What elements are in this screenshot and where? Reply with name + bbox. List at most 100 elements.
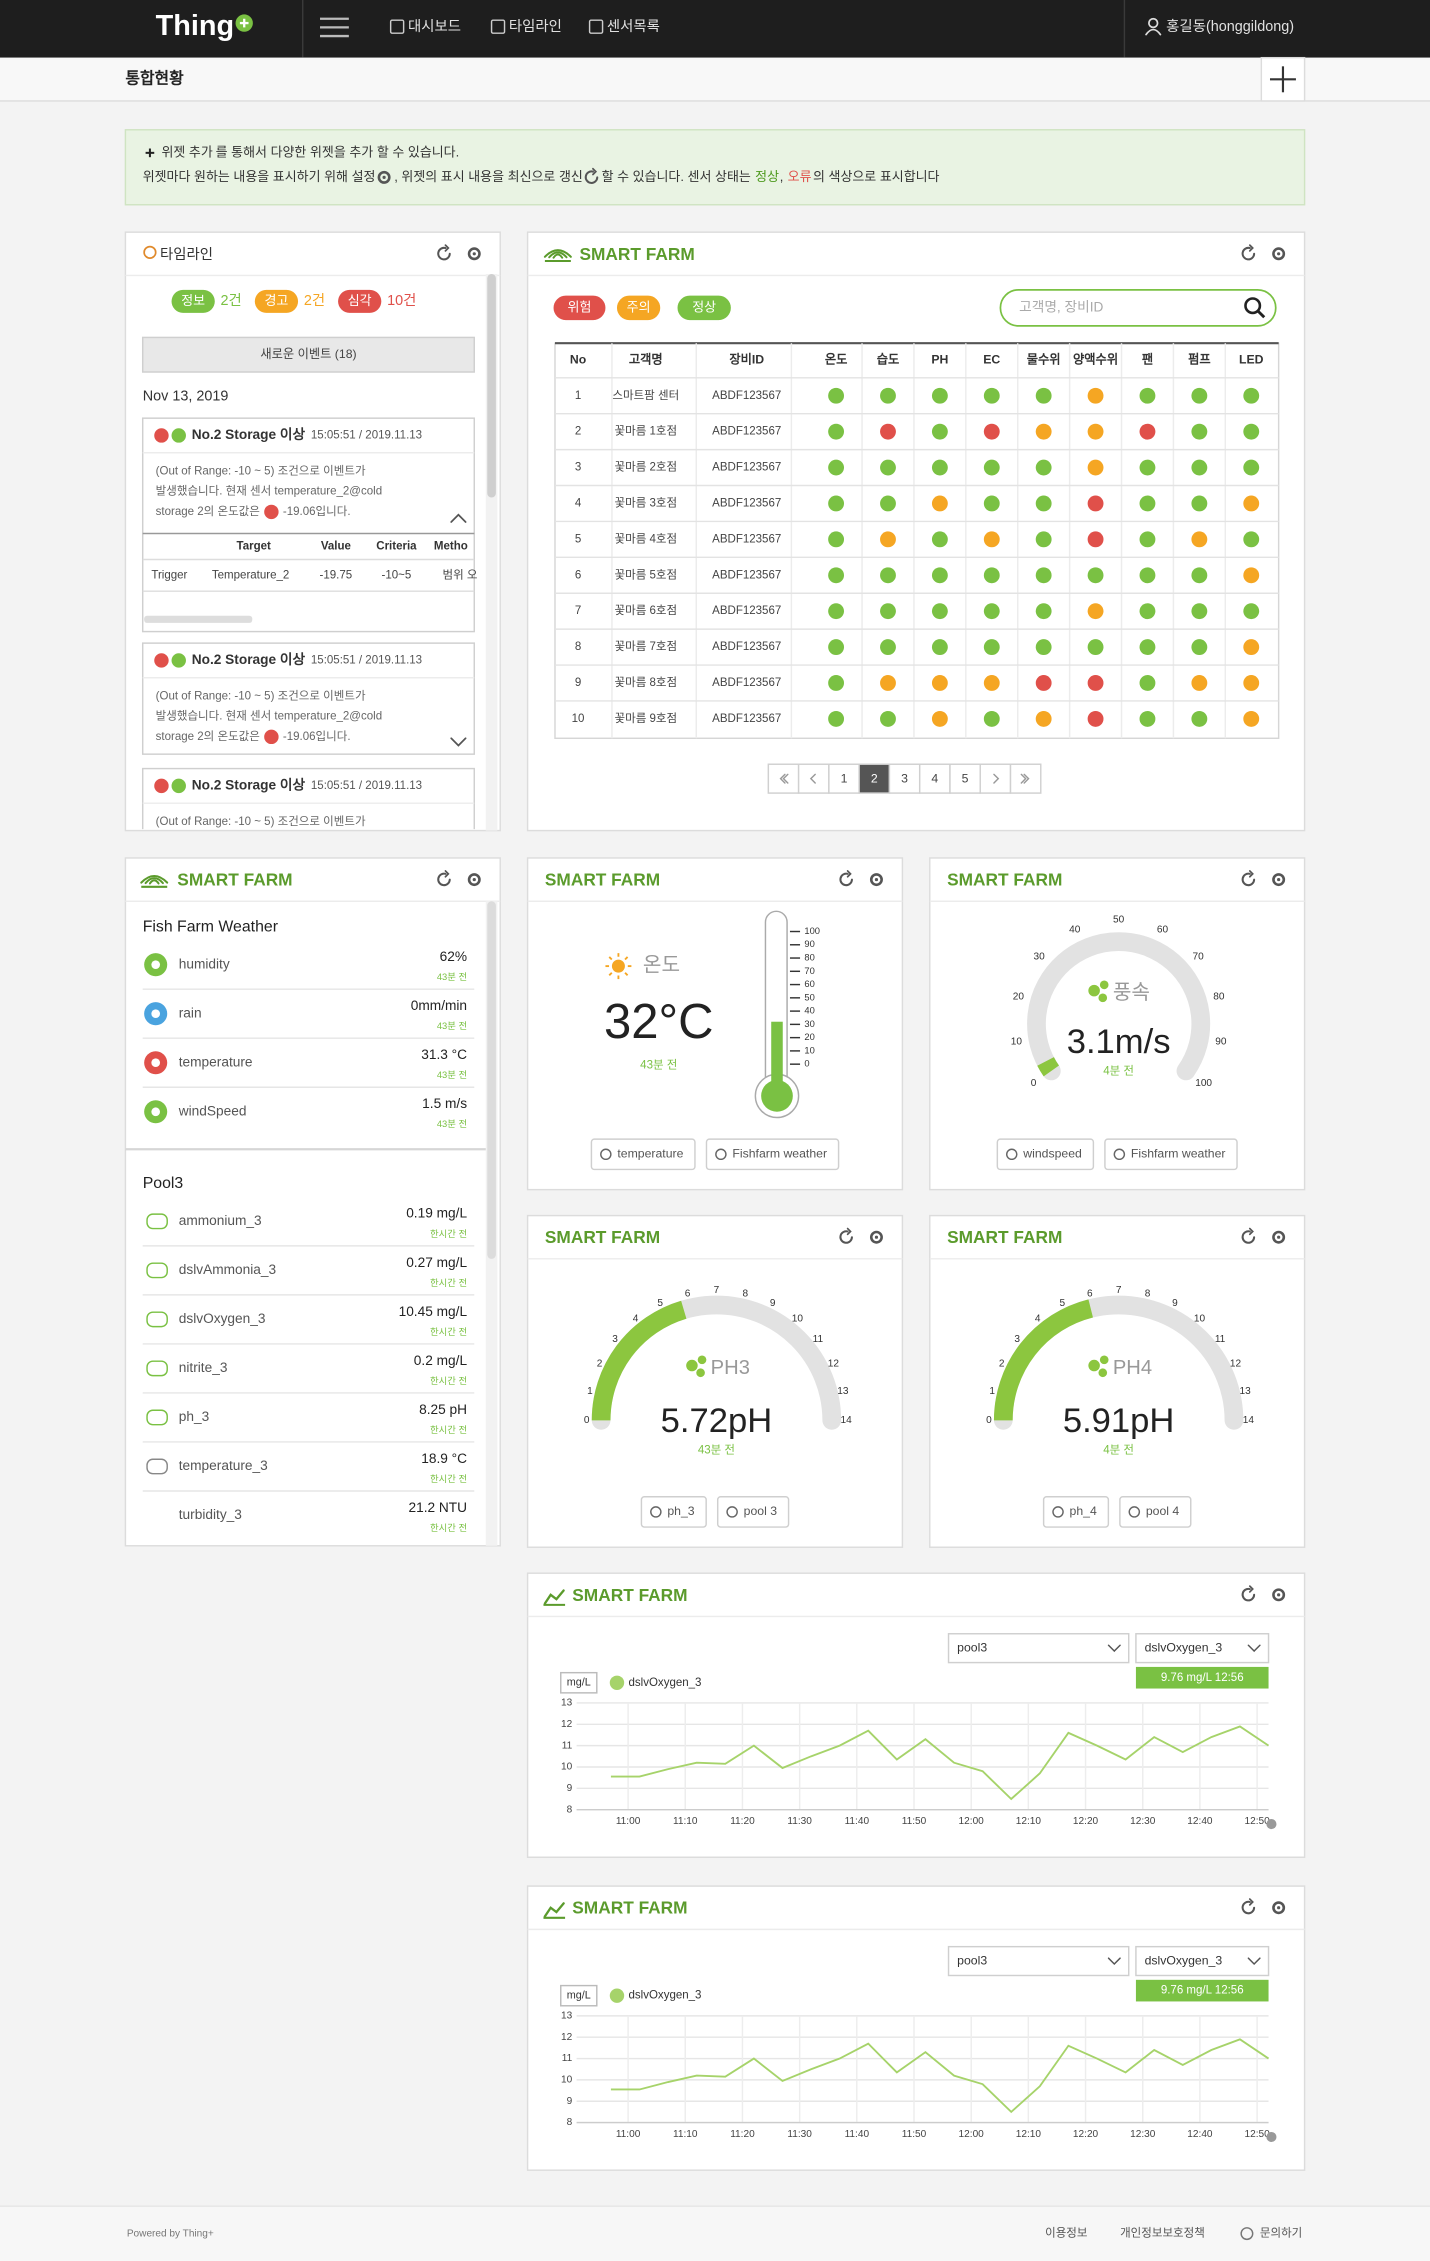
settings-button[interactable] bbox=[377, 170, 391, 184]
page-number[interactable]: 2 bbox=[871, 772, 878, 786]
refresh-button[interactable] bbox=[1241, 1898, 1256, 1915]
event-title: No.2 Storage 이상 bbox=[192, 776, 306, 792]
page-number[interactable]: 5 bbox=[962, 772, 969, 786]
refresh-button[interactable] bbox=[1241, 1585, 1256, 1602]
settings-button[interactable] bbox=[467, 873, 481, 887]
refresh-arrow bbox=[846, 1227, 852, 1236]
page-arrow bbox=[1020, 773, 1027, 784]
add-widget-button[interactable] bbox=[1260, 56, 1306, 102]
filter-chip[interactable] bbox=[616, 295, 661, 321]
cell: ABDF123567 bbox=[712, 641, 781, 653]
column-header: 물수위 bbox=[1027, 353, 1061, 367]
gear-ring bbox=[869, 1230, 883, 1244]
menu-button[interactable] bbox=[320, 17, 349, 38]
event-card bbox=[141, 642, 475, 755]
refresh-button[interactable] bbox=[1241, 244, 1256, 261]
clock-icon bbox=[143, 245, 157, 259]
page-button[interactable] bbox=[888, 763, 921, 794]
refresh-button[interactable] bbox=[839, 870, 853, 887]
x-tick-label: 11:00 bbox=[616, 2129, 641, 2140]
refresh-button[interactable] bbox=[437, 870, 451, 887]
settings-button[interactable] bbox=[1272, 247, 1286, 261]
user-name[interactable]: 홍길동(honggildong) bbox=[1166, 18, 1294, 35]
filter-chip[interactable] bbox=[553, 295, 606, 321]
gauge-label: 80 bbox=[1213, 992, 1225, 1003]
status-dot bbox=[880, 459, 896, 476]
tag[interactable]: Fishfarm weather bbox=[1104, 1138, 1238, 1171]
page-button[interactable] bbox=[949, 763, 981, 794]
refresh-button[interactable] bbox=[437, 244, 451, 261]
refresh-arc bbox=[1241, 1900, 1256, 1915]
settings-button[interactable] bbox=[1272, 1230, 1286, 1244]
refresh-arc bbox=[584, 170, 599, 184]
page-number[interactable]: 3 bbox=[901, 772, 908, 786]
settings-button[interactable] bbox=[1272, 1588, 1286, 1602]
logo: Thing bbox=[156, 10, 234, 42]
tag[interactable]: ph_3 bbox=[640, 1496, 707, 1528]
status-dot bbox=[1035, 495, 1052, 512]
page-button[interactable] bbox=[767, 763, 800, 794]
table-header: Criteria bbox=[376, 541, 417, 553]
tag-label: windspeed bbox=[1022, 1147, 1082, 1161]
select[interactable] bbox=[947, 1945, 1130, 1977]
x-tick-label: 11:20 bbox=[730, 1816, 755, 1827]
settings-button[interactable] bbox=[869, 873, 883, 887]
settings-button[interactable] bbox=[1272, 873, 1286, 887]
tag[interactable]: Fishfarm weather bbox=[705, 1138, 840, 1171]
page-button[interactable] bbox=[979, 763, 1012, 794]
status-dot bbox=[1035, 639, 1052, 656]
select[interactable] bbox=[947, 1633, 1130, 1664]
widget-title: 타임라인 bbox=[160, 246, 213, 263]
status-dot bbox=[931, 710, 948, 727]
refresh-button[interactable] bbox=[584, 167, 599, 184]
tag[interactable]: windspeed bbox=[996, 1138, 1095, 1171]
settings-button[interactable] bbox=[467, 247, 481, 261]
tag[interactable]: ph_4 bbox=[1042, 1496, 1110, 1528]
status-dot bbox=[1191, 639, 1208, 656]
tag[interactable]: temperature bbox=[590, 1138, 696, 1171]
page-number[interactable]: 1 bbox=[841, 772, 848, 786]
select[interactable] bbox=[1135, 1633, 1270, 1664]
nav-item[interactable]: 타임라인 bbox=[509, 18, 562, 35]
refresh-button[interactable] bbox=[839, 1227, 853, 1244]
select-value[interactable]: dslvOxygen_3 bbox=[1145, 1953, 1223, 1967]
gauge-track bbox=[1027, 932, 1211, 1081]
gauge-fill bbox=[993, 1299, 1094, 1421]
select-value[interactable]: pool3 bbox=[957, 1953, 987, 1967]
settings-button[interactable] bbox=[1272, 1901, 1286, 1915]
value-unit: °C bbox=[659, 995, 714, 1049]
sensor-name: nitrite_3 bbox=[179, 1360, 228, 1375]
gear-ring bbox=[467, 873, 481, 887]
page-button[interactable] bbox=[828, 763, 860, 794]
refresh-arc bbox=[1241, 246, 1256, 261]
cell: ABDF123567 bbox=[712, 426, 781, 438]
badge-label: 심각 bbox=[348, 293, 372, 308]
new-events-button[interactable] bbox=[141, 336, 475, 373]
page-button[interactable] bbox=[797, 763, 830, 794]
select-value[interactable]: pool3 bbox=[957, 1640, 987, 1654]
tag[interactable]: pool 3 bbox=[716, 1496, 790, 1528]
page-button[interactable] bbox=[918, 763, 951, 794]
refresh-button[interactable] bbox=[1241, 870, 1256, 887]
sensor-name: ph_3 bbox=[179, 1409, 210, 1424]
tag[interactable]: pool 4 bbox=[1119, 1496, 1192, 1528]
footer-link[interactable]: 이용정보 bbox=[1045, 2227, 1088, 2240]
search-box[interactable] bbox=[999, 288, 1277, 327]
gear-ring bbox=[869, 873, 883, 887]
widget-title: SMART FARM bbox=[947, 1227, 1062, 1247]
nav-item[interactable]: 센서목록 bbox=[607, 18, 660, 35]
sensor-icon bbox=[146, 1458, 168, 1475]
select-value[interactable]: dslvOxygen_3 bbox=[1145, 1640, 1223, 1654]
thermo-level bbox=[771, 1021, 783, 1096]
nav-item[interactable]: 대시보드 bbox=[408, 18, 461, 35]
footer-link[interactable]: 개인정보보호정책 bbox=[1120, 2226, 1205, 2240]
widget-title: SMART FARM bbox=[545, 870, 660, 890]
select[interactable] bbox=[1135, 1945, 1270, 1977]
filter-chip[interactable] bbox=[677, 295, 731, 321]
settings-button[interactable] bbox=[869, 1230, 883, 1244]
status-dot bbox=[1139, 639, 1156, 656]
footer-link[interactable]: 문의하기 bbox=[1260, 2226, 1302, 2240]
page-button[interactable] bbox=[858, 763, 891, 794]
refresh-button[interactable] bbox=[1241, 1227, 1256, 1244]
page-number[interactable]: 4 bbox=[931, 772, 938, 786]
